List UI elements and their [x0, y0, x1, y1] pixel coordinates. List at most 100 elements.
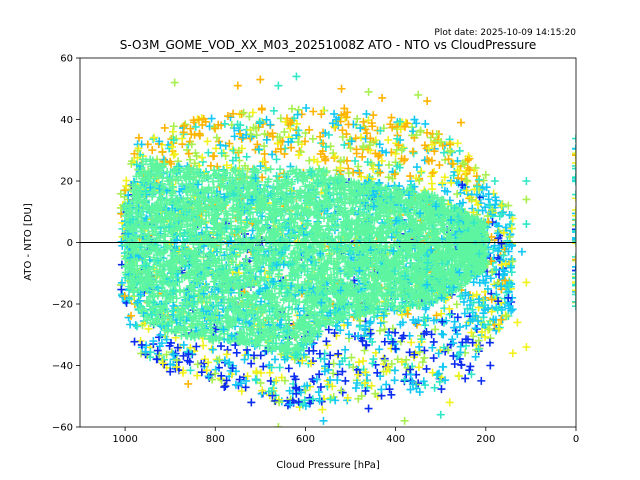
- data-point: [421, 381, 430, 390]
- data-point: [420, 346, 429, 355]
- data-point: [369, 111, 378, 120]
- data-point: [318, 405, 327, 414]
- data-point: [193, 371, 202, 380]
- data-point: [179, 340, 188, 349]
- data-point: [149, 135, 158, 144]
- data-point: [367, 381, 376, 390]
- data-point: [257, 104, 266, 113]
- data-point: [222, 376, 231, 385]
- data-point: [449, 351, 458, 360]
- data-point: [427, 330, 436, 339]
- data-point: [262, 135, 271, 144]
- data-point: [294, 105, 303, 114]
- data-point: [492, 219, 501, 228]
- data-point: [491, 193, 500, 202]
- data-point: [172, 356, 181, 365]
- data-point: [459, 297, 468, 306]
- data-point: [192, 342, 201, 351]
- data-point: [309, 107, 318, 116]
- data-point: [381, 356, 390, 365]
- data-point: [474, 344, 483, 353]
- data-point: [194, 115, 203, 124]
- data-point: [456, 292, 465, 301]
- data-point: [307, 359, 316, 368]
- data-point: [400, 156, 409, 165]
- data-point: [378, 146, 387, 155]
- data-point: [501, 276, 510, 285]
- data-point: [144, 324, 153, 333]
- data-point: [198, 153, 207, 162]
- data-point: [399, 144, 408, 153]
- data-point: [333, 376, 342, 385]
- data-point: [208, 345, 217, 354]
- data-point: [292, 119, 301, 128]
- data-point: [149, 337, 158, 346]
- data-point: [442, 316, 451, 325]
- data-point: [228, 156, 237, 165]
- data-point: [300, 137, 309, 146]
- data-point: [223, 112, 232, 121]
- data-point: [117, 278, 126, 287]
- data-point: [391, 158, 400, 167]
- data-point: [479, 192, 488, 201]
- data-point: [421, 119, 430, 128]
- data-point: [275, 363, 284, 372]
- data-point: [357, 172, 366, 181]
- data-point: [388, 174, 397, 183]
- data-point: [448, 335, 457, 344]
- data-point: [489, 315, 498, 324]
- data-point: [253, 140, 262, 149]
- data-point: [187, 130, 196, 139]
- data-point: [347, 353, 356, 362]
- data-point: [377, 157, 386, 166]
- data-point: [396, 125, 405, 134]
- chart-title: S-O3M_GOME_VOD_XX_M03_20251008Z ATO - NT…: [120, 38, 537, 52]
- data-point: [198, 157, 207, 166]
- data-point: [204, 148, 213, 157]
- data-point: [190, 159, 199, 168]
- data-point: [235, 375, 244, 384]
- data-point: [410, 350, 419, 359]
- data-point: [346, 144, 355, 153]
- data-point: [479, 176, 488, 185]
- data-point: [202, 223, 211, 232]
- data-point: [336, 156, 345, 165]
- data-point: [325, 380, 334, 389]
- data-point: [359, 117, 368, 126]
- data-point: [362, 340, 371, 349]
- data-point: [411, 349, 420, 358]
- data-point: [461, 374, 470, 383]
- data-point: [252, 367, 261, 376]
- data-point: [453, 190, 462, 199]
- data-point: [134, 133, 143, 142]
- data-point: [237, 134, 246, 143]
- data-point: [184, 149, 193, 158]
- data-point: [380, 325, 389, 334]
- data-point: [415, 342, 424, 351]
- data-point: [172, 363, 181, 372]
- data-point: [117, 285, 126, 294]
- data-point: [423, 314, 432, 323]
- data-point: [258, 157, 267, 166]
- data-point: [371, 149, 380, 158]
- data-point: [443, 187, 452, 196]
- data-point: [397, 310, 406, 319]
- data-point: [390, 366, 399, 375]
- data-point: [302, 104, 311, 113]
- data-point: [384, 173, 393, 182]
- data-point: [483, 284, 492, 293]
- data-point: [225, 358, 234, 367]
- data-point: [183, 145, 192, 154]
- data-point: [116, 189, 125, 198]
- data-point: [437, 309, 446, 318]
- data-point: [294, 151, 303, 160]
- data-point: [247, 359, 256, 368]
- data-point: [345, 360, 354, 369]
- data-point: [505, 240, 514, 249]
- data-point: [199, 341, 208, 350]
- data-point: [216, 141, 225, 150]
- data-point: [397, 357, 406, 366]
- data-point: [452, 300, 461, 309]
- data-point: [272, 376, 281, 385]
